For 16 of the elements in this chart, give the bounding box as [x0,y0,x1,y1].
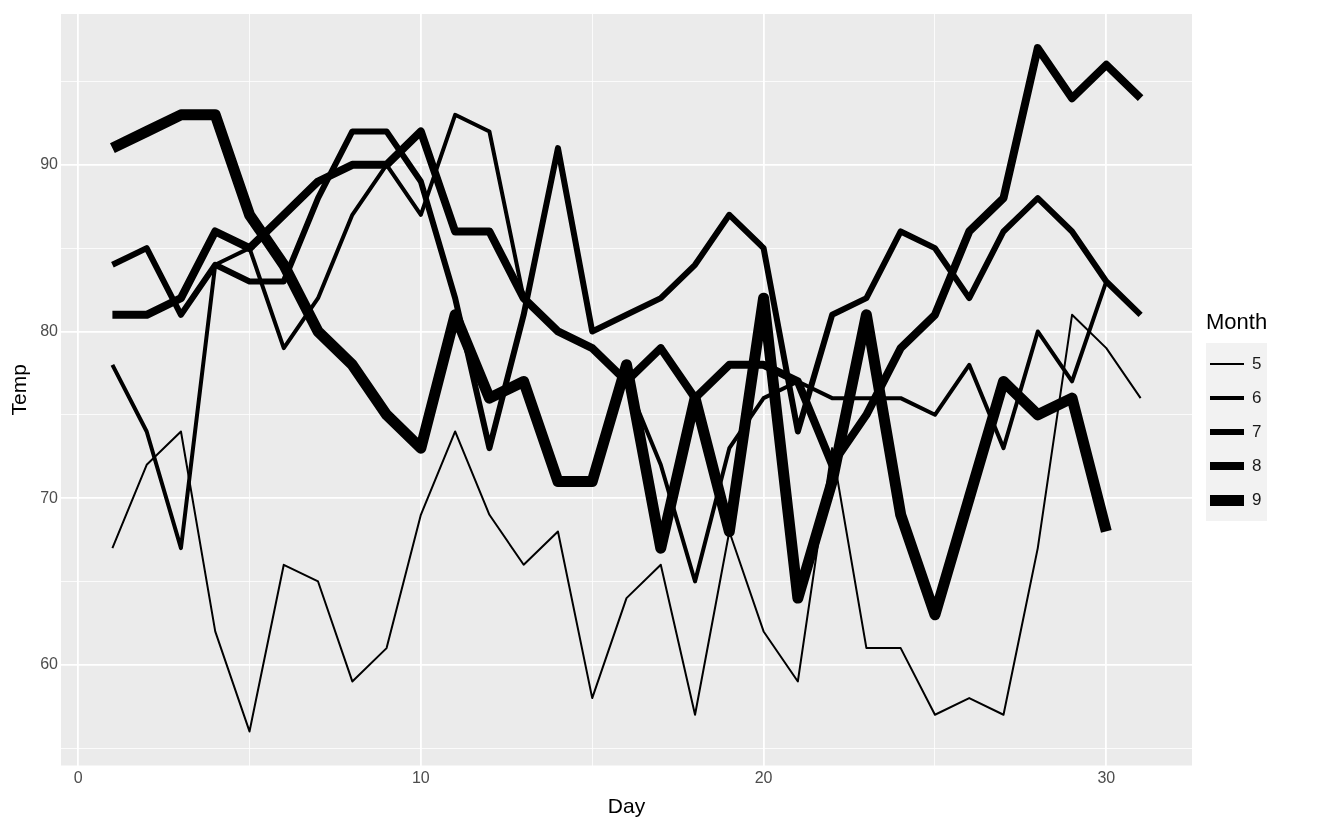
legend-label: 7 [1252,422,1262,442]
x-tick-label: 0 [73,768,83,786]
x-axis-title: Day [607,794,646,818]
y-axis-title: Temp [7,364,31,416]
x-tick-label: 20 [754,768,773,786]
y-tick-label: 70 [40,488,59,506]
legend-title: Month [1206,309,1268,335]
y-tick-label: 60 [40,655,59,673]
x-tick-label: 30 [1097,768,1116,786]
legend-label: 6 [1252,388,1262,408]
x-tick-label: 10 [411,768,430,786]
y-tick-label: 90 [40,155,59,173]
legend-label: 5 [1252,354,1262,374]
legend-label: 9 [1252,490,1262,510]
legend-label: 8 [1252,456,1262,476]
y-tick-label: 80 [40,321,59,339]
